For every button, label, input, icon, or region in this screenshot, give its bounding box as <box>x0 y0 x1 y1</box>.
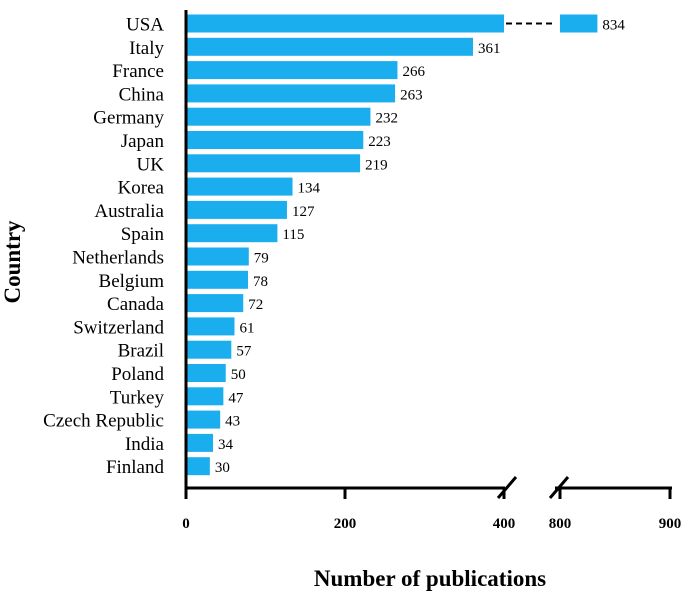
value-label-turkey: 47 <box>228 390 244 406</box>
axes-layer: 0 200 400 800 900 <box>182 10 681 532</box>
bar-switzerland <box>186 317 235 336</box>
category-label-france: France <box>112 61 164 82</box>
value-label-belgium: 78 <box>253 274 268 290</box>
value-label-korea: 134 <box>298 181 321 197</box>
bar-belgium <box>186 270 249 289</box>
category-label-india: India <box>125 434 165 455</box>
category-label-spain: Spain <box>121 224 165 245</box>
value-label-finland: 30 <box>215 460 230 476</box>
value-label-spain: 115 <box>282 227 304 243</box>
category-label-australia: Australia <box>94 201 164 222</box>
category-label-brazil: Brazil <box>118 341 164 362</box>
axis-break-mark-left <box>496 476 518 499</box>
bar-finland <box>186 457 210 476</box>
bar-spain <box>186 224 278 243</box>
bar-canada <box>186 294 244 313</box>
value-label-india: 34 <box>218 437 234 453</box>
x-tick-label-0: 0 <box>182 516 190 532</box>
category-label-usa: USA <box>126 15 164 36</box>
bar-australia <box>186 200 287 219</box>
bar-turkey <box>186 387 224 406</box>
bar-usa-continued <box>560 14 598 33</box>
category-label-czech-republic: Czech Republic <box>43 411 164 432</box>
value-label-germany: 232 <box>375 111 398 127</box>
category-label-finland: Finland <box>106 457 165 478</box>
category-label-germany: Germany <box>93 108 164 129</box>
bar-usa <box>186 14 504 33</box>
y-axis-title: Country <box>0 220 25 304</box>
value-label-switzerland: 61 <box>239 320 254 336</box>
x-tick-label-900: 900 <box>659 516 682 532</box>
value-label-uk: 219 <box>365 157 388 173</box>
value-label-china: 263 <box>400 87 423 103</box>
value-label-czech-republic: 43 <box>225 414 240 430</box>
value-label-canada: 72 <box>248 297 263 313</box>
bar-korea <box>186 177 293 196</box>
bar-poland <box>186 364 226 382</box>
category-label-netherlands: Netherlands <box>72 248 164 269</box>
value-label-australia: 127 <box>292 204 315 220</box>
bar-uk <box>186 154 361 173</box>
value-label-netherlands: 79 <box>254 251 269 267</box>
bar-italy <box>186 37 473 56</box>
category-label-turkey: Turkey <box>110 387 165 408</box>
value-label-italy: 361 <box>478 41 501 57</box>
category-label-switzerland: Switzerland <box>73 317 164 338</box>
value-label-france: 266 <box>402 64 425 80</box>
value-label-usa: 834 <box>602 18 625 34</box>
bar-brazil <box>186 340 232 359</box>
category-label-poland: Poland <box>111 364 164 385</box>
category-label-belgium: Belgium <box>99 271 165 292</box>
bar-france <box>186 61 398 80</box>
bar-india <box>186 433 214 452</box>
x-tick-label-400: 400 <box>493 516 516 532</box>
axis-break-mark-right <box>548 476 570 499</box>
bars-layer <box>186 14 598 476</box>
category-label-china: China <box>119 84 165 105</box>
category-label-italy: Italy <box>129 38 164 59</box>
category-label-korea: Korea <box>118 178 165 199</box>
x-axis-title: Number of publications <box>314 566 546 591</box>
category-label-japan: Japan <box>121 131 165 152</box>
bar-japan <box>186 131 364 149</box>
value-label-poland: 50 <box>231 367 246 383</box>
bar-netherlands <box>186 247 249 266</box>
value-label-japan: 223 <box>368 134 391 150</box>
bar-czech-republic <box>186 410 221 429</box>
category-label-canada: Canada <box>107 294 165 315</box>
x-tick-label-800: 800 <box>549 516 572 532</box>
category-label-uk: UK <box>137 154 165 175</box>
x-tick-label-200: 200 <box>334 516 357 532</box>
bar-china <box>186 84 396 103</box>
bar-germany <box>186 107 371 126</box>
labels-layer: USA 834 Italy 361 France 266 China 263 Germany 23… <box>43 15 625 479</box>
value-label-brazil: 57 <box>236 344 252 360</box>
